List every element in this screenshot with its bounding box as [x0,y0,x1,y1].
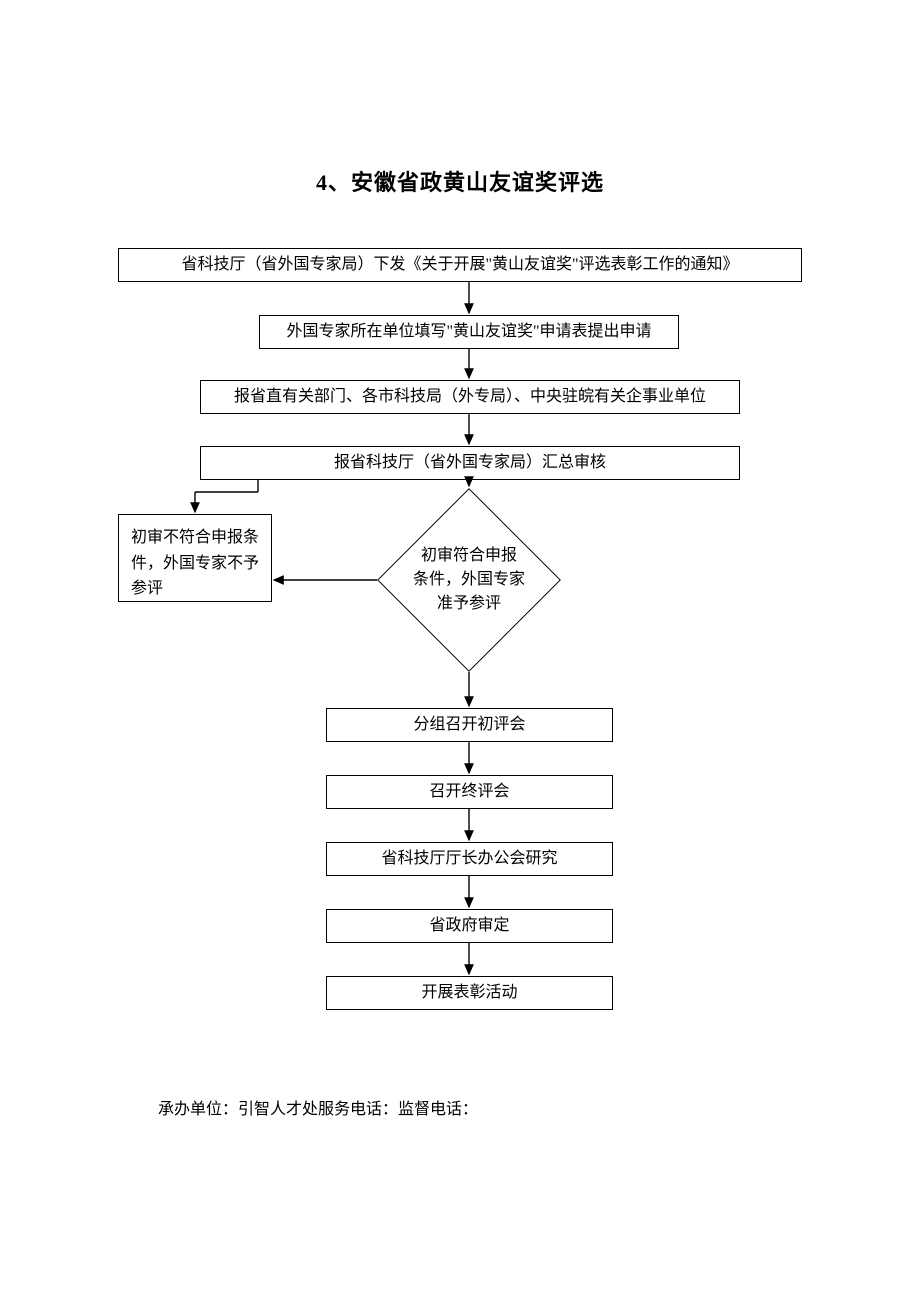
page-title: 4、安徽省政黄山友谊奖评选 [0,165,920,197]
connectors [118,248,802,1028]
page: 4、安徽省政黄山友谊奖评选 省科技厅（省外国专家局）下发《关于开展"黄山友谊奖"… [0,0,920,1301]
flowchart-diagram: 省科技厅（省外国专家局）下发《关于开展"黄山友谊奖"评选表彰工作的通知》 外国专… [118,248,802,1028]
footer-contact: 承办单位：引智人才处服务电话：监督电话： [158,1095,478,1119]
